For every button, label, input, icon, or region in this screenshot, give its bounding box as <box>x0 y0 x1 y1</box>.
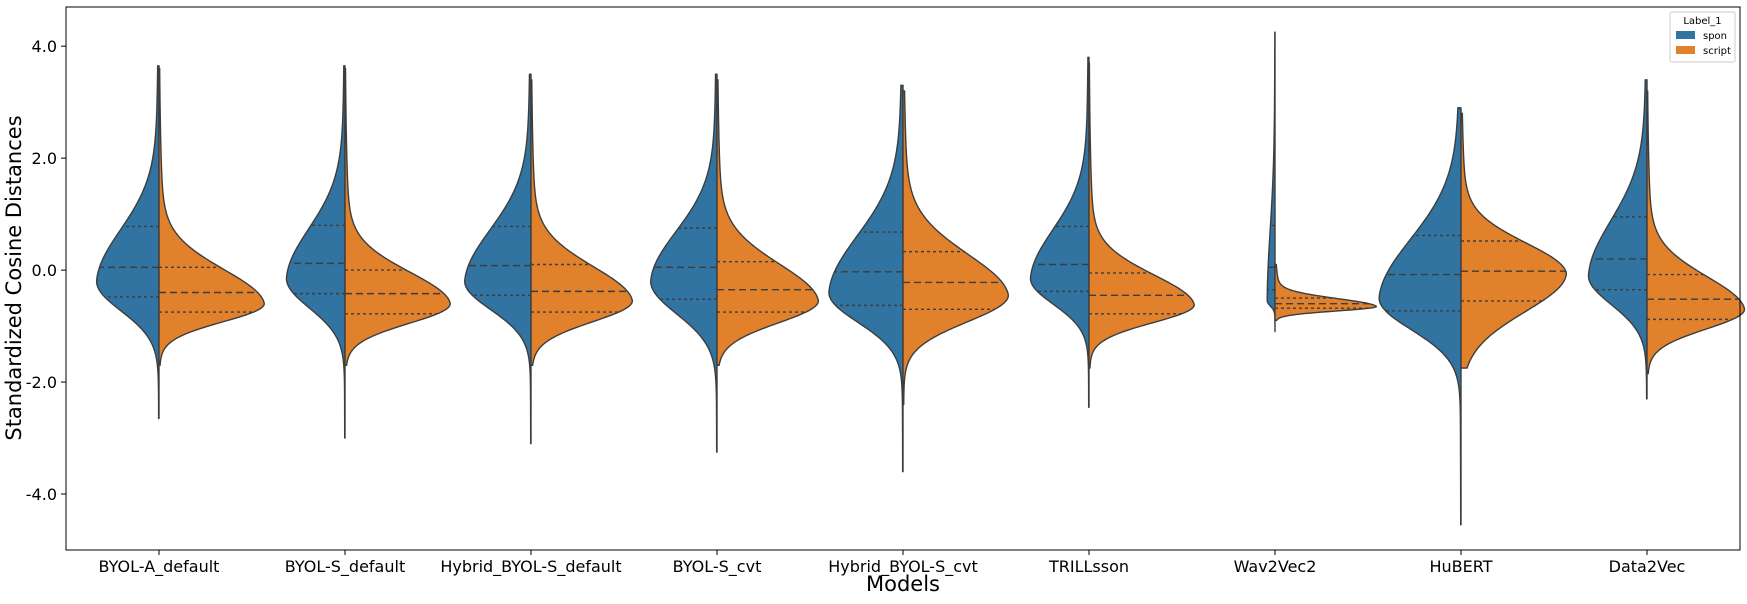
y-axis: 4.0 2.0 0.0 -2.0 -4.0 <box>26 37 66 504</box>
x-axis: BYOL-A_default BYOL-S_default Hybrid_BYOL-… <box>99 550 1686 577</box>
legend-label-script: script <box>1703 46 1731 57</box>
violin-half-spon-hybrid-byol-s-cvt <box>828 84 904 473</box>
x-tick-label: TRILLsson <box>1048 557 1129 576</box>
violin-half-script-hybrid-byol-s-cvt <box>902 90 1009 406</box>
violin-half-spon-data2vec <box>1587 79 1648 400</box>
legend-swatch-script <box>1676 46 1695 54</box>
violin-half-spon-trillsson <box>1029 56 1090 408</box>
x-tick-label: Hybrid_BYOL-S_cvt <box>828 557 978 577</box>
violin-half-spon-byol-s-cvt <box>650 73 718 453</box>
violin-half-script-hybrid-byol-s-default <box>530 79 634 366</box>
y-tick-label: -4.0 <box>26 485 57 504</box>
legend-swatch-spon <box>1676 31 1695 39</box>
violin-half-script-hubert <box>1460 112 1567 369</box>
y-tick-label: 4.0 <box>32 37 57 56</box>
y-tick-label: 2.0 <box>32 149 57 168</box>
violin-layer <box>95 31 1746 526</box>
legend-title: Label_1 <box>1683 16 1721 27</box>
x-tick-label: BYOL-S_default <box>285 557 405 577</box>
violin-half-script-byol-s-default <box>344 67 451 366</box>
violin-half-script-trillsson <box>1088 62 1195 369</box>
violin-half-script-byol-s-cvt <box>716 79 820 366</box>
y-axis-title: Standardized Cosine Distances <box>2 115 26 440</box>
x-tick-label: BYOL-A_default <box>99 557 220 577</box>
x-tick-label: Data2Vec <box>1609 557 1686 576</box>
violin-half-spon-hubert <box>1378 107 1462 526</box>
violin-half-spon-byol-s-default <box>285 65 346 439</box>
x-axis-title: Models <box>866 572 940 596</box>
legend-label-spon: spon <box>1703 31 1727 42</box>
violin-half-spon-hybrid-byol-s-default <box>464 73 532 445</box>
x-tick-label: Hybrid_BYOL-S_default <box>440 557 621 577</box>
violin-half-script-byol-a-default <box>158 67 265 366</box>
x-tick-label: HuBERT <box>1430 557 1493 576</box>
violin-half-spon-wav2vec2 <box>1266 31 1276 333</box>
violin-half-script-data2vec <box>1646 90 1746 375</box>
x-tick-label: Wav2Vec2 <box>1234 557 1317 576</box>
y-tick-label: -2.0 <box>26 373 57 392</box>
y-tick-label: 0.0 <box>32 261 57 280</box>
legend: Label_1 spon script <box>1669 11 1736 63</box>
x-tick-label: BYOL-S_cvt <box>673 557 762 577</box>
violin-half-script-wav2vec2 <box>1274 263 1378 322</box>
violin-half-spon-byol-a-default <box>95 65 160 420</box>
